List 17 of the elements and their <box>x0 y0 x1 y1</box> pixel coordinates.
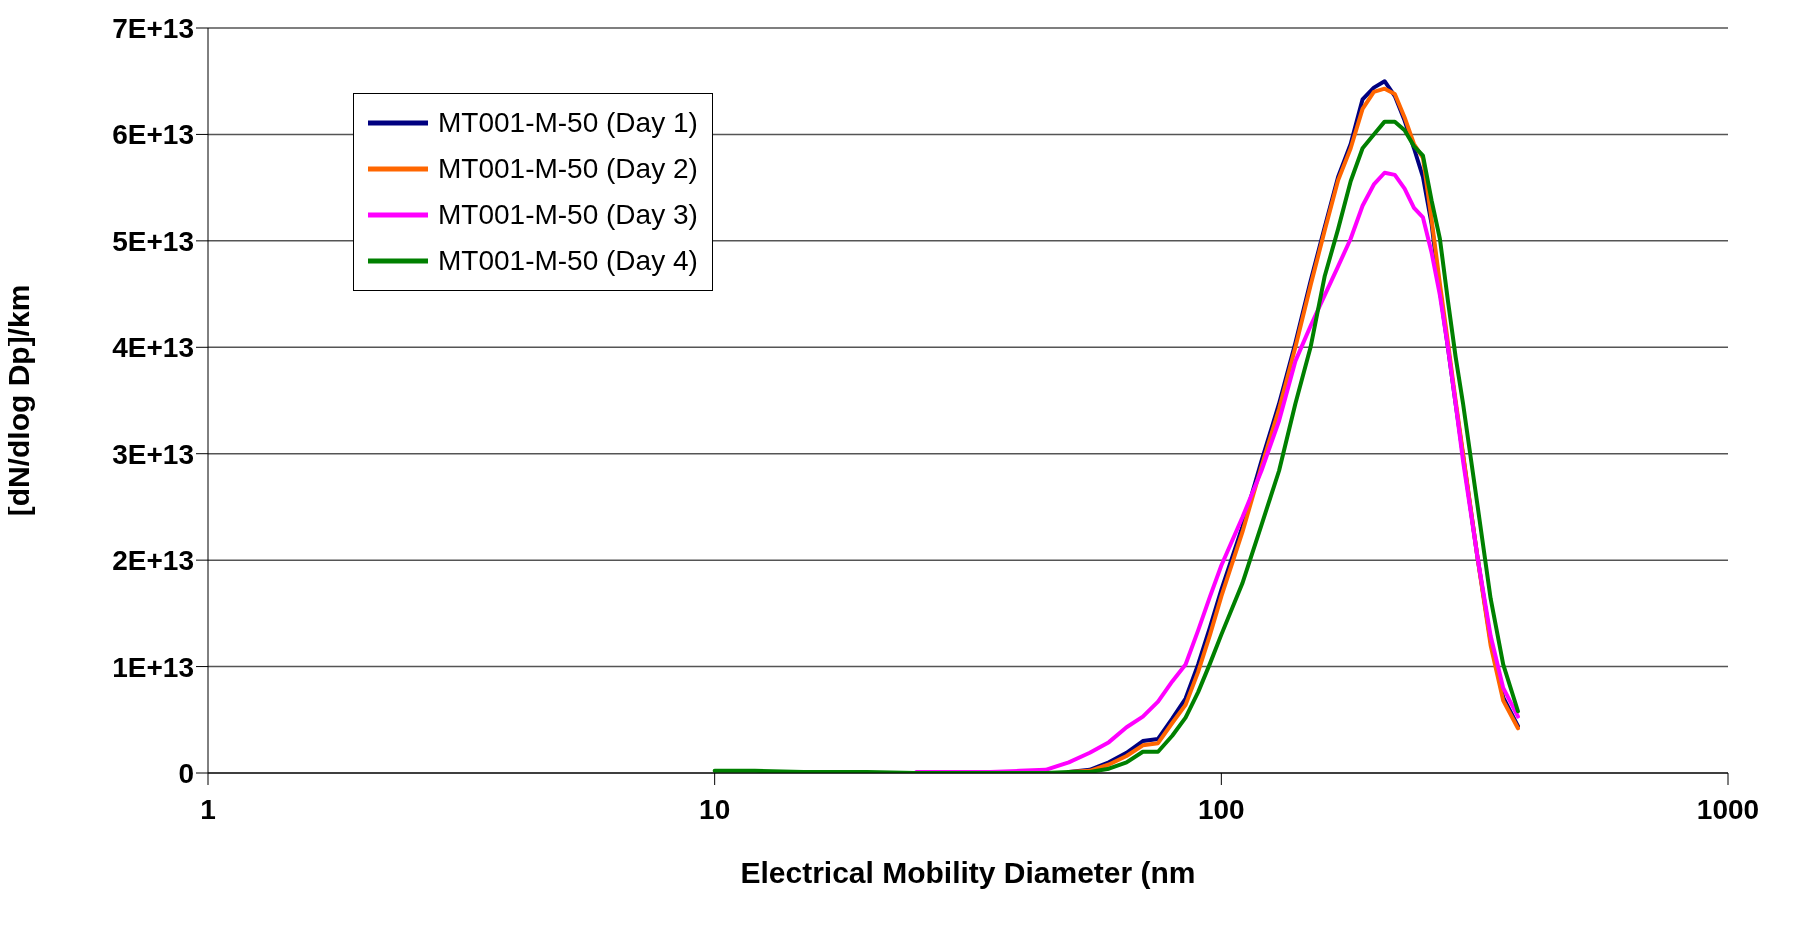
legend-label: MT001-M-50 (Day 2) <box>438 152 698 186</box>
legend-label: MT001-M-50 (Day 3) <box>438 198 698 232</box>
x-tick-label: 1000 <box>1696 793 1760 825</box>
y-tick-label: 2E+13 <box>112 545 194 577</box>
y-tick-label: 7E+13 <box>112 12 194 44</box>
x-tick-label: 100 <box>1197 793 1245 825</box>
x-axis-title: Electrical Mobility Diameter (nm <box>740 856 1196 889</box>
y-tick-label: 5E+13 <box>112 225 194 257</box>
x-tick-label: 10 <box>699 793 731 825</box>
y-tick-label: 0 <box>178 757 194 789</box>
y-tick-label: 6E+13 <box>112 119 194 151</box>
y-tick-label: 1E+13 <box>112 651 194 683</box>
y-tick-label: 4E+13 <box>112 332 194 364</box>
legend-label: MT001-M-50 (Day 4) <box>438 244 698 278</box>
y-tick-label: 3E+13 <box>112 438 194 470</box>
legend-label: MT001-M-50 (Day 1) <box>438 106 698 140</box>
x-tick-label: 1 <box>200 793 216 825</box>
